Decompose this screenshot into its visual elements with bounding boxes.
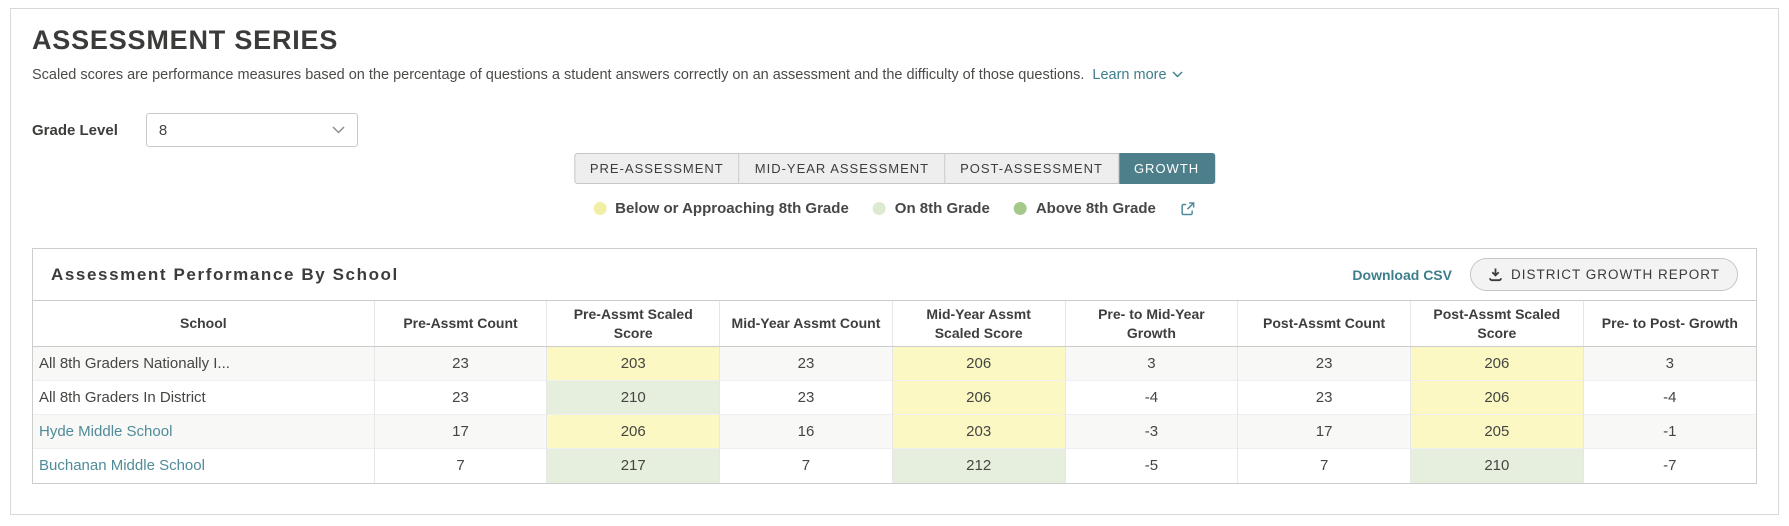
grade-level-filter: Grade Level 8 [32,113,358,147]
panel-title: Assessment Performance By School [51,264,399,284]
column-header: Pre-Assmt Count [373,300,547,347]
scaled-score-cell: 206 [891,380,1066,415]
value-cell: 23 [1237,380,1411,415]
column-header: Mid-Year Assmt Scaled Score [891,300,1066,347]
legend-label: Above 8th Grade [1035,200,1156,217]
grade-legend: Below or Approaching 8th Grade On 8th Gra… [593,200,1196,217]
column-header: Pre-Assmt Scaled Score [546,300,720,347]
tab-post-assessment[interactable]: POST-ASSESSMENT [945,153,1119,184]
value-cell: -5 [1064,448,1238,483]
scaled-score-cell: 210 [1409,448,1584,483]
value-cell: -1 [1582,414,1756,449]
value-cell: 23 [373,346,547,381]
column-header: Post-Assmt Scaled Score [1409,300,1584,347]
scaled-score-cell: 203 [891,414,1066,449]
value-cell: 16 [719,414,893,449]
external-link-icon[interactable] [1180,201,1196,217]
scaled-score-cell: 205 [1409,414,1584,449]
download-csv-link[interactable]: Download CSV [1352,266,1452,283]
value-cell: 7 [373,448,547,483]
scaled-score-cell: 217 [546,448,720,483]
panel-actions: Download CSV DISTRICT GROWTH REPORT [1352,258,1738,291]
table-header-row: School Pre-Assmt Count Pre-Assmt Scaled Sc… [33,300,1756,347]
grade-level-value: 8 [158,121,168,139]
value-cell: 17 [373,414,547,449]
school-cell: All 8th Graders In District [33,380,375,415]
table-row: Hyde Middle School 17 206 16 203 -3 17 205 -1 [33,414,1756,449]
subtitle-text: Scaled scores are performance measures b… [32,67,1085,83]
value-cell: 23 [1237,346,1411,381]
value-cell: 7 [719,448,893,483]
school-link[interactable]: Hyde Middle School [39,423,173,440]
table-row: All 8th Graders Nationally I... 23 203 23 20… [33,346,1756,381]
legend-label: On 8th Grade [894,200,990,217]
value-cell: -7 [1582,448,1756,483]
scaled-score-cell: 206 [1409,380,1584,415]
legend-item: Above 8th Grade [1013,200,1156,217]
table-row: Buchanan Middle School 7 217 7 212 -5 7 210 -7 [33,448,1756,483]
scaled-score-cell: 206 [546,414,720,449]
scaled-score-cell: 206 [891,346,1066,381]
above-grade-dot-icon [1013,202,1027,215]
performance-panel: Assessment Performance By School Downloa… [32,248,1757,484]
tab-mid-year-assessment[interactable]: MID-YEAR ASSESSMENT [739,153,946,184]
download-icon [1489,268,1502,282]
learn-more-label: Learn more [1092,67,1167,83]
performance-table: School Pre-Assmt Count Pre-Assmt Scaled Sc… [33,300,1756,483]
legend-item: Below or Approaching 8th Grade [593,200,849,217]
page-title: ASSESSMENT SERIES [32,25,339,55]
column-header: Pre- to Mid-Year Growth [1064,300,1238,347]
school-cell: Buchanan Middle School [33,448,375,483]
value-cell: 3 [1582,346,1756,381]
legend-items: Below or Approaching 8th Grade On 8th Gra… [593,200,1156,217]
value-cell: 7 [1237,448,1411,483]
table-row: All 8th Graders In District 23 210 23 206 -4 2… [33,380,1756,415]
on-grade-dot-icon [872,202,886,215]
grade-level-label: Grade Level [32,121,118,139]
scaled-score-cell: 206 [1409,346,1584,381]
scaled-score-cell: 203 [546,346,720,381]
legend-label: Below or Approaching 8th Grade [615,200,849,217]
school-link[interactable]: Buchanan Middle School [39,457,205,475]
value-cell: 23 [373,380,547,415]
learn-more-link[interactable]: Learn more [1092,67,1183,83]
column-header: School [33,300,375,347]
scaled-score-cell: 212 [891,448,1066,483]
value-cell: 3 [1064,346,1238,381]
value-cell: 17 [1237,414,1411,449]
value-cell: -4 [1582,380,1756,415]
grade-level-dropdown[interactable]: 8 [145,113,358,147]
value-cell: -3 [1064,414,1238,449]
column-header: Pre- to Post- Growth [1582,300,1756,347]
assessment-series-card: ASSESSMENT SERIES Scaled scores are perf… [10,8,1779,515]
panel-header: Assessment Performance By School Downloa… [33,249,1756,300]
column-header: Mid-Year Assmt Count [719,300,893,347]
scaled-score-cell: 210 [546,380,720,415]
chevron-down-icon [332,126,345,134]
district-growth-report-label: DISTRICT GROWTH REPORT [1510,267,1720,282]
school-cell: All 8th Graders Nationally I... [39,355,230,372]
district-growth-report-button[interactable]: DISTRICT GROWTH REPORT [1469,258,1738,291]
column-header: Post-Assmt Count [1237,300,1411,347]
value-cell: -4 [1064,380,1238,415]
value-cell: 23 [719,346,893,381]
legend-item: On 8th Grade [872,200,990,217]
tab-growth[interactable]: GROWTH [1118,153,1216,184]
school-cell: Hyde Middle School [33,414,375,449]
tab-pre-assessment[interactable]: PRE-ASSESSMENT [573,153,740,184]
page-subtitle: Scaled scores are performance measures b… [32,67,1183,83]
chevron-down-icon [1172,71,1183,78]
assessment-tabs: PRE-ASSESSMENT MID-YEAR ASSESSMENT POST-AS… [573,153,1216,184]
below-grade-dot-icon [593,202,607,215]
value-cell: 23 [719,380,893,415]
